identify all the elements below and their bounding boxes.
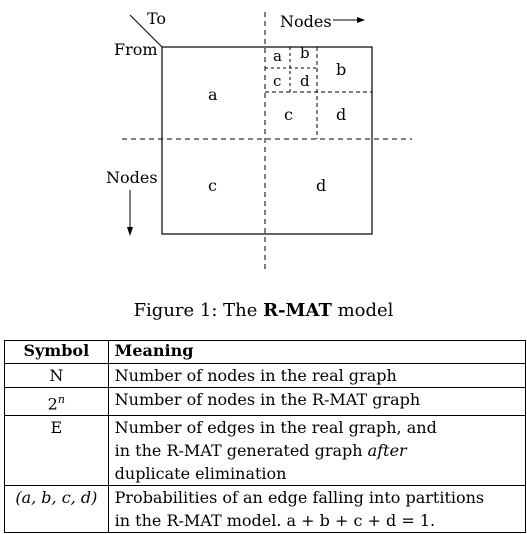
symbol-table: Symbol Meaning N Number of nodes in the … <box>4 340 527 534</box>
quadrant-a: a <box>208 85 218 104</box>
meaning-line: Number of edges in the real graph, and <box>114 418 437 438</box>
to-from-diagonal <box>129 14 163 48</box>
caption-prefix: Figure 1: The <box>133 300 264 321</box>
meaning-cell: Number of nodes in the real graph <box>107 363 527 388</box>
adjacency-matrix-outline <box>161 46 373 235</box>
meaning-cell: Number of nodes in the R-MAT graph <box>107 386 527 417</box>
table-row: (a, b, c, d) Probabilities of an edge fa… <box>4 485 527 534</box>
bb-quadrant-d: d <box>300 72 310 90</box>
meaning-line: in the R-MAT model. a + b + c + d = 1. <box>114 511 436 531</box>
b-quadrant-c: c <box>284 105 293 124</box>
meaning-line: in the R-MAT generated graph after <box>115 439 519 462</box>
label-nodes-top: Nodes <box>280 12 332 31</box>
table-header-row: Symbol Meaning <box>4 340 527 364</box>
arrow-right-icon <box>357 17 365 23</box>
table-row: 2n Number of nodes in the R-MAT graph <box>4 386 527 417</box>
label-to: To <box>147 9 166 28</box>
label-from: From <box>114 40 158 59</box>
bb-quadrant-a: a <box>273 47 282 65</box>
bb-quadrant-c: c <box>273 72 281 90</box>
b-quadrant-b: b <box>336 60 346 79</box>
quadrant-c: c <box>208 176 217 195</box>
header-symbol: Symbol <box>4 340 109 364</box>
quadrant-d: d <box>316 176 326 195</box>
table-row: E Number of edges in the real graph, and… <box>4 415 527 487</box>
arrow-down-icon <box>127 227 133 236</box>
meaning-line-part: in the R-MAT generated graph <box>114 441 368 461</box>
symbol-sup: n <box>57 393 65 406</box>
caption-bold: R-MAT <box>263 300 332 321</box>
rmat-figure: To From Nodes Nodes a c d b c d a b c d <box>106 9 412 270</box>
figure-caption: Figure 1: The R-MAT model <box>0 300 527 321</box>
symbol-cell: 2n <box>4 386 109 417</box>
meaning-cell: Number of edges in the real graph, and i… <box>107 415 527 487</box>
symbol-cell: (a, b, c, d) <box>4 485 109 534</box>
b-quadrant-d: d <box>336 105 346 124</box>
symbol-cell: E <box>4 415 109 487</box>
label-nodes-left: Nodes <box>106 168 158 187</box>
table-row: N Number of nodes in the real graph <box>4 363 527 388</box>
meaning-emphasis: after <box>367 441 407 461</box>
meaning-cell: Probabilities of an edge falling into pa… <box>107 485 527 534</box>
header-meaning: Meaning <box>107 340 527 364</box>
symbol-cell: N <box>4 363 109 388</box>
meaning-line: duplicate elimination <box>114 464 287 484</box>
caption-suffix: model <box>331 300 394 321</box>
symbol-base: 2 <box>47 394 58 414</box>
meaning-line: Probabilities of an edge falling into pa… <box>114 488 485 508</box>
bb-quadrant-b: b <box>300 44 310 62</box>
